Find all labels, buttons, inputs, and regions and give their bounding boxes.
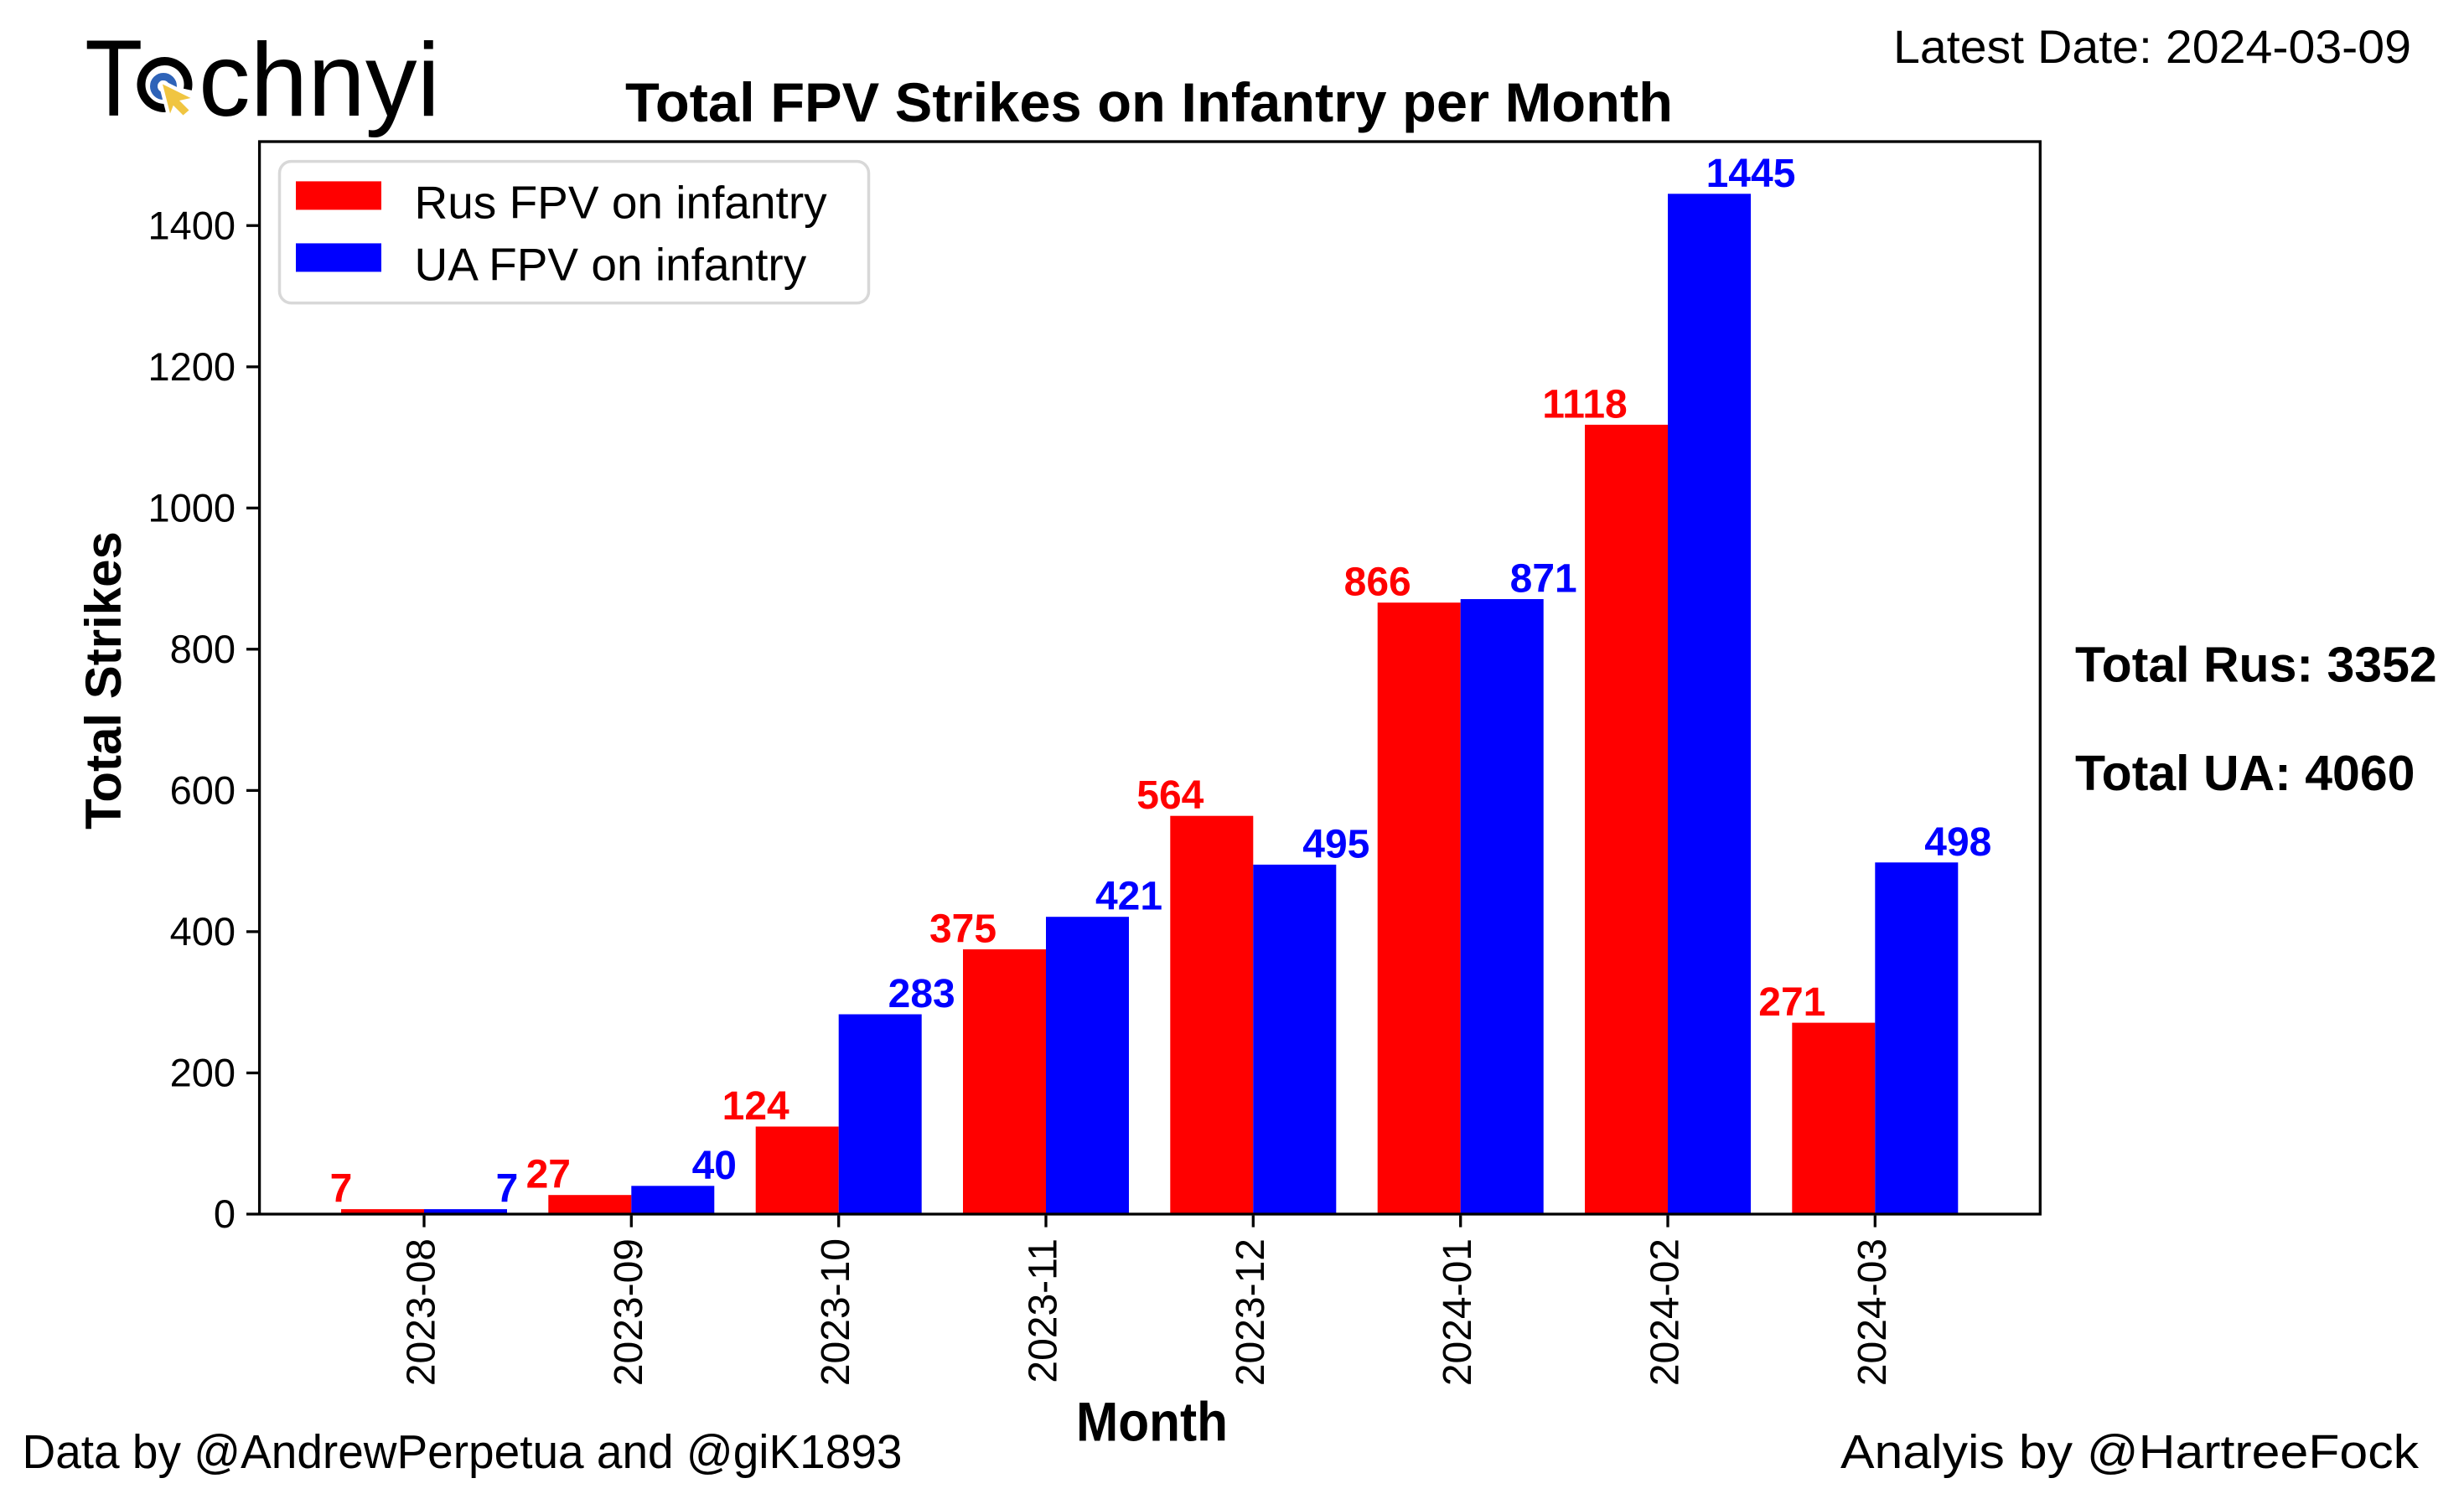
svg-text:Rus FPV on infantry: Rus FPV on infantry	[415, 176, 828, 228]
svg-text:564: 564	[1136, 773, 1204, 818]
svg-text:1000: 1000	[148, 486, 236, 530]
svg-text:871: 871	[1510, 557, 1577, 602]
svg-text:271: 271	[1758, 980, 1825, 1025]
svg-text:2023-09: 2023-09	[607, 1238, 651, 1386]
svg-text:800: 800	[170, 627, 236, 671]
svg-text:2024-03: 2024-03	[1851, 1238, 1895, 1386]
svg-text:27: 27	[526, 1153, 571, 1197]
svg-text:Month: Month	[1076, 1391, 1228, 1453]
svg-text:1400: 1400	[148, 203, 236, 247]
svg-text:1118: 1118	[1542, 382, 1627, 426]
svg-text:1445: 1445	[1706, 152, 1796, 196]
svg-text:2023-08: 2023-08	[400, 1238, 444, 1386]
svg-text:400: 400	[170, 909, 236, 954]
svg-text:124: 124	[722, 1084, 789, 1129]
svg-text:7: 7	[496, 1167, 519, 1212]
svg-text:2024-02: 2024-02	[1644, 1238, 1688, 1386]
svg-text:Latest Date: 2024-03-09: Latest Date: 2024-03-09	[1893, 20, 2411, 73]
svg-text:0: 0	[214, 1191, 236, 1236]
svg-text:40: 40	[692, 1144, 737, 1188]
svg-text:chnyi: chnyi	[199, 23, 440, 138]
svg-text:7: 7	[330, 1167, 353, 1212]
svg-text:2023-11: 2023-11	[1022, 1238, 1066, 1383]
svg-text:421: 421	[1095, 875, 1162, 919]
svg-text:495: 495	[1302, 822, 1369, 866]
svg-text:1200: 1200	[148, 344, 236, 389]
svg-text:Total FPV Strikes on Infantry: Total FPV Strikes on Infantry per Month	[625, 71, 1673, 133]
svg-text:Data by @AndrewPerpetua and @g: Data by @AndrewPerpetua and @giK1893	[23, 1425, 903, 1479]
svg-text:2023-12: 2023-12	[1229, 1238, 1273, 1386]
svg-text:600: 600	[170, 768, 236, 813]
svg-text:200: 200	[170, 1051, 236, 1095]
svg-text:283: 283	[888, 972, 955, 1016]
svg-text:375: 375	[929, 907, 996, 952]
svg-text:498: 498	[1924, 820, 1991, 865]
svg-text:Total Strikes: Total Strikes	[75, 531, 132, 830]
svg-text:866: 866	[1344, 561, 1411, 605]
svg-text:Total UA: 4060: Total UA: 4060	[2075, 746, 2415, 801]
svg-text:T: T	[85, 18, 142, 139]
svg-text:Analyis by @HartreeFock: Analyis by @HartreeFock	[1840, 1425, 2420, 1479]
svg-text:UA FPV on infantry: UA FPV on infantry	[415, 238, 807, 290]
svg-text:2023-10: 2023-10	[814, 1238, 858, 1386]
svg-text:Total Rus: 3352: Total Rus: 3352	[2075, 638, 2437, 693]
svg-text:2024-01: 2024-01	[1436, 1238, 1480, 1386]
